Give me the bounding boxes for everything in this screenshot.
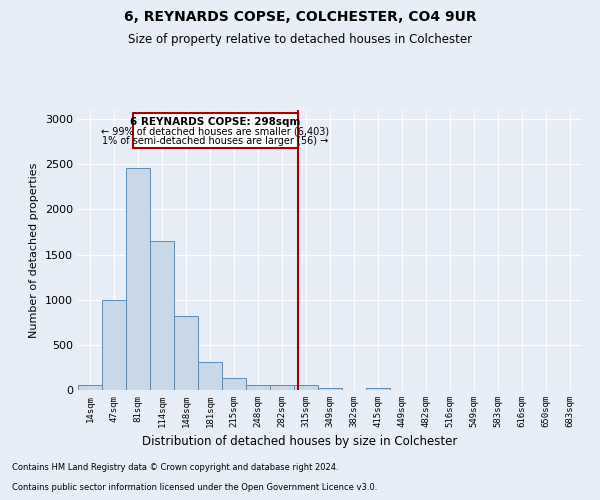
Bar [270, 385, 294, 390]
Bar [318, 388, 342, 390]
Y-axis label: Number of detached properties: Number of detached properties [29, 162, 40, 338]
Bar [126, 168, 150, 390]
Text: ← 99% of detached houses are smaller (6,403): ← 99% of detached houses are smaller (6,… [101, 126, 329, 136]
Text: 6, REYNARDS COPSE, COLCHESTER, CO4 9UR: 6, REYNARDS COPSE, COLCHESTER, CO4 9UR [124, 10, 476, 24]
Bar [198, 362, 222, 390]
Bar [174, 316, 198, 390]
Bar [102, 300, 126, 390]
Text: 6 REYNARDS COPSE: 298sqm: 6 REYNARDS COPSE: 298sqm [130, 117, 301, 127]
Bar [246, 385, 270, 390]
Text: 1% of semi-detached houses are larger (56) →: 1% of semi-detached houses are larger (5… [102, 136, 329, 146]
Bar [294, 386, 318, 390]
Text: Contains HM Land Registry data © Crown copyright and database right 2024.: Contains HM Land Registry data © Crown c… [12, 464, 338, 472]
Bar [222, 378, 246, 390]
Bar [150, 241, 174, 390]
Text: Size of property relative to detached houses in Colchester: Size of property relative to detached ho… [128, 32, 472, 46]
Bar [366, 388, 390, 390]
FancyBboxPatch shape [133, 113, 298, 148]
Text: Contains public sector information licensed under the Open Government Licence v3: Contains public sector information licen… [12, 484, 377, 492]
Text: Distribution of detached houses by size in Colchester: Distribution of detached houses by size … [142, 435, 458, 448]
Bar [78, 384, 102, 390]
